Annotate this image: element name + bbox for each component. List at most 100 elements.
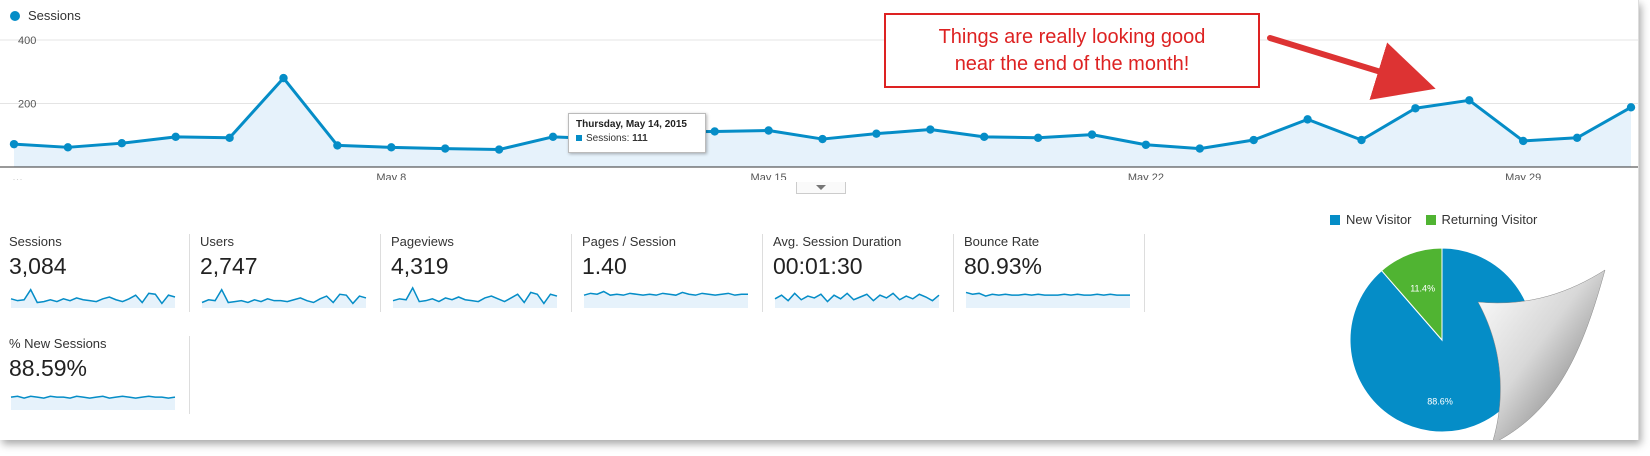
data-point — [1303, 115, 1312, 124]
sparkline-area — [584, 291, 748, 308]
data-point — [9, 139, 19, 149]
data-point — [63, 143, 73, 152]
tooltip-value: 111 — [632, 133, 648, 144]
data-point — [1465, 96, 1474, 105]
metric-label: Sessions — [9, 234, 62, 249]
chart-legend: Sessions — [10, 8, 81, 23]
pie-legend-label: New Visitor — [1346, 212, 1412, 227]
metric-value: 00:01:30 — [773, 253, 863, 279]
data-point — [1357, 135, 1366, 145]
data-point — [710, 127, 719, 136]
sparkline-line — [965, 291, 1130, 297]
pie-legend: New Visitor Returning Visitor — [1330, 212, 1551, 227]
legend-swatch — [1425, 214, 1436, 225]
data-point — [1033, 133, 1043, 142]
legend-swatch — [1330, 214, 1340, 225]
metric-label: Bounce Rate — [964, 234, 1040, 249]
x-tick-label: May 22 — [1128, 172, 1164, 180]
annotation-callout: Things are really looking good near the … — [884, 13, 1260, 88]
pie-legend-item[interactable]: New Visitor — [1330, 212, 1412, 227]
sparkline-line — [10, 395, 176, 399]
tooltip-series-icon — [576, 135, 582, 142]
chart-resize-handle[interactable] — [796, 182, 846, 194]
metric-value: 1.40 — [582, 253, 627, 279]
sessions-legend-label: Sessions — [28, 8, 81, 23]
metric-value: 88.59% — [9, 355, 88, 381]
pie-legend-item[interactable]: Returning Visitor — [1425, 212, 1538, 227]
data-point — [818, 134, 827, 144]
metric-sessions[interactable]: Sessions 3,084 — [9, 234, 189, 310]
metric-label: Pageviews — [391, 234, 454, 249]
sparkline-line — [10, 288, 176, 305]
metric-sparkline — [10, 288, 176, 308]
data-point — [225, 133, 234, 142]
sparkline-area — [775, 293, 939, 308]
callout-arrow — [1267, 35, 1436, 100]
pie-slice-returning-visitor — [1380, 247, 1443, 342]
metric-divider — [189, 234, 190, 312]
metric-value: 4,319 — [391, 253, 449, 279]
metric-label: Pages / Session — [582, 234, 676, 249]
data-point — [117, 138, 127, 148]
data-point — [926, 125, 935, 134]
x-tick-label: May 29 — [1505, 172, 1541, 180]
data-point — [548, 132, 558, 142]
metric-value: 80.93% — [964, 253, 1043, 279]
data-point — [1572, 133, 1582, 142]
metric-sparkline — [965, 291, 1130, 308]
data-point — [1626, 103, 1636, 112]
data-point — [1519, 136, 1528, 146]
metric-sparkline — [774, 292, 940, 308]
metric-divider — [571, 234, 572, 312]
x-tick-label: May 15 — [751, 172, 787, 180]
sparkline-line — [774, 292, 940, 303]
metric-divider — [189, 336, 190, 414]
data-point — [441, 144, 450, 153]
metric-value: 2,747 — [200, 253, 258, 279]
visitor-pie-chart: 11.4% 88.6% — [1349, 247, 1535, 433]
metric-divider — [1144, 234, 1145, 312]
metric-avg-session-duration[interactable]: Avg. Session Duration 00:01:30 — [773, 234, 953, 310]
metric-value: 3,084 — [9, 253, 67, 279]
pie-legend-label: Returning Visitor — [1441, 212, 1538, 227]
metric-users[interactable]: Users 2,747 — [200, 234, 380, 310]
pie-slice-label: 11.4% — [1410, 283, 1435, 293]
metric-label: % New Sessions — [9, 336, 107, 351]
data-point — [171, 132, 180, 142]
sparkline-line — [392, 286, 558, 305]
metric-new-sessions[interactable]: % New Sessions 88.59% — [9, 336, 189, 412]
sessions-legend-dot — [10, 10, 20, 21]
metric-pages-session[interactable]: Pages / Session 1.40 — [582, 234, 762, 310]
data-point — [494, 145, 504, 154]
data-point — [333, 141, 342, 150]
sparkline-area — [393, 287, 557, 308]
data-point — [1141, 140, 1151, 149]
chart-tooltip: Thursday, May 14, 2015 Sessions: 111 — [568, 113, 706, 153]
page-curl-decoration — [1477, 269, 1606, 440]
data-point — [1195, 144, 1205, 153]
y-tick-label: 400 — [18, 35, 36, 47]
data-point — [872, 129, 881, 138]
pie-slice-label: 88.6% — [1427, 396, 1453, 406]
sparkline-line — [583, 290, 748, 296]
x-tick-label: May 8 — [376, 172, 406, 180]
metric-bounce-rate[interactable]: Bounce Rate 80.93% — [964, 234, 1144, 310]
metric-sparkline — [10, 395, 176, 410]
data-point — [279, 73, 288, 83]
sparkline-area — [11, 396, 175, 410]
sparkline-area — [202, 289, 366, 308]
metric-divider — [762, 234, 763, 312]
metric-sparkline — [201, 288, 367, 308]
tooltip-label: Sessions: — [586, 133, 630, 144]
sessions-line-chart: 400 200 … May 8 May 15 May 22 May 29 — [0, 35, 1638, 180]
data-point — [387, 143, 396, 152]
data-point — [764, 126, 773, 135]
analytics-overview-card: Sessions 400 200… May 8 May 15 May 22 May 29 … — [0, 0, 1639, 440]
metric-pageviews[interactable]: Pageviews 4,319 — [391, 234, 571, 310]
data-point — [1087, 130, 1097, 139]
metric-sparkline — [583, 290, 748, 308]
metric-divider — [380, 234, 381, 312]
tooltip-date: Thursday, May 14, 2015 — [576, 119, 687, 130]
data-point — [1249, 135, 1258, 145]
metric-sparkline — [392, 286, 558, 308]
